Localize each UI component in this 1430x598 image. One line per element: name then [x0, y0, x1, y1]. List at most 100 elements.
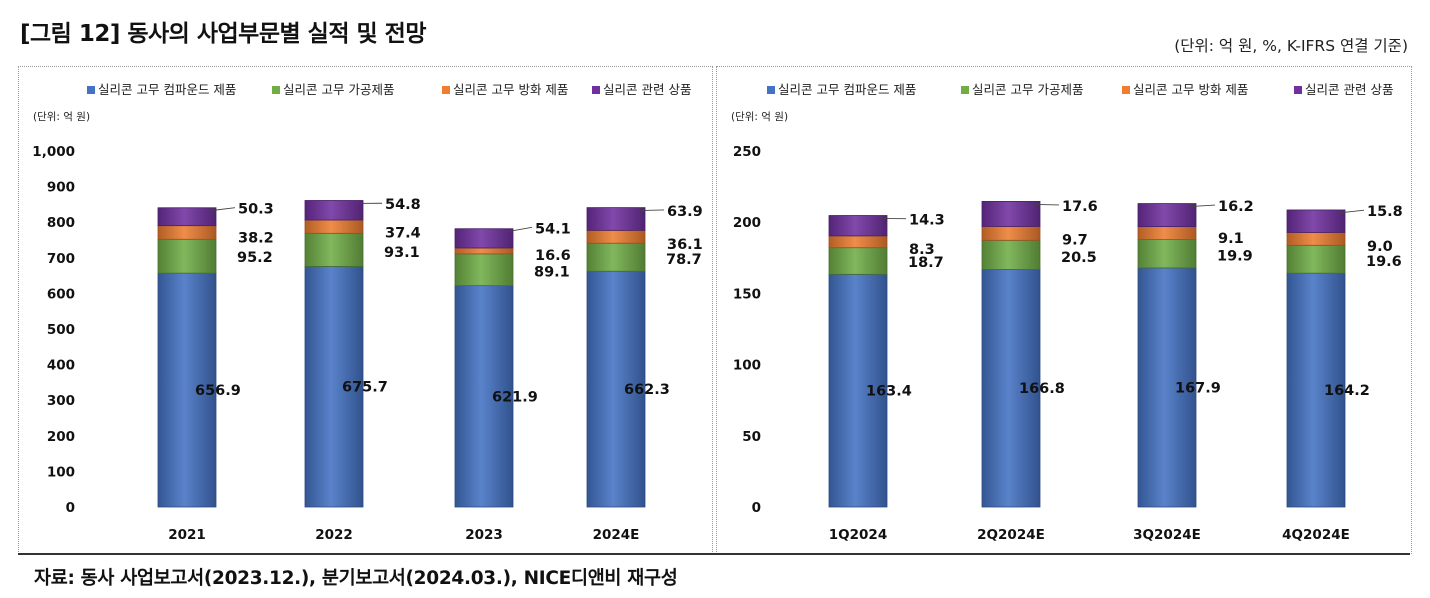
legend-swatch [272, 86, 280, 94]
legend-label: 실리콘 고무 방화 제품 [1133, 82, 1248, 97]
data-label: 164.2 [1324, 383, 1370, 399]
annual-stacked-bar-chart: 실리콘 고무 컴파운드 제품 실리콘 고무 가공제품 실리콘 고무 방화 제품 실리콘… [32, 82, 703, 543]
legend-swatch [592, 86, 600, 94]
data-label: 166.8 [1019, 381, 1065, 397]
bar-segment [454, 285, 514, 508]
y-tick-label: 0 [66, 500, 75, 516]
bar-segment [828, 273, 888, 508]
x-category-label: 2024E [593, 527, 640, 543]
label-leader-line [1338, 209, 1365, 214]
quarterly-stacked-bar-chart: 실리콘 고무 컴파운드 제품 실리콘 고무 가공제품 실리콘 고무 방화 제품 실리콘… [731, 82, 1403, 543]
bar-segment [981, 239, 1041, 270]
bar-segment [981, 269, 1041, 508]
figure-unit-note: (단위: 억 원, %, K-IFRS 연결 기준) [1174, 37, 1408, 55]
y-tick-label: 150 [733, 286, 761, 302]
bar-stack [981, 201, 1041, 508]
label-leader-line [638, 209, 665, 212]
data-label: 20.5 [1061, 250, 1097, 266]
data-label: 19.9 [1217, 249, 1253, 265]
bar-segment [454, 228, 514, 249]
bar-segment [1286, 232, 1346, 246]
legend-item: 실리콘 관련 상품 [592, 82, 691, 97]
bar-segment [1137, 267, 1197, 508]
bar-segment [828, 215, 888, 237]
label-leader-line [1033, 203, 1060, 206]
legend-item: 실리콘 고무 가공제품 [961, 82, 1083, 97]
data-label: 621.9 [492, 389, 538, 405]
label-leader-line [506, 226, 533, 233]
bar-segment [1137, 239, 1197, 269]
chart-panel-annual: 실리콘 고무 컴파운드 제품 실리콘 고무 가공제품 실리콘 고무 방화 제품 실리콘… [18, 66, 713, 554]
legend-item: 실리콘 관련 상품 [1294, 82, 1393, 97]
x-category-label: 2Q2024E [977, 527, 1045, 543]
data-label: 9.0 [1367, 239, 1393, 255]
bar-segment [157, 207, 217, 227]
bar-segment [1137, 203, 1197, 228]
bar-stack [1286, 209, 1346, 508]
x-category-label: 1Q2024 [829, 527, 887, 543]
data-label: 36.1 [667, 237, 703, 253]
legend-swatch [961, 86, 969, 94]
figure-title: [그림 12] 동사의 사업부문별 실적 및 전망 [20, 21, 426, 47]
bar-segment [304, 200, 364, 221]
legend-swatch [1294, 86, 1302, 94]
bar-segment [828, 247, 888, 275]
y-tick-label: 900 [47, 180, 75, 196]
bar-segment [586, 229, 646, 244]
legend-item: 실리콘 고무 방화 제품 [1122, 82, 1248, 97]
y-tick-label: 700 [47, 251, 75, 267]
data-label: 78.7 [666, 252, 702, 268]
data-label: 17.6 [1062, 199, 1098, 215]
bar-segment [454, 253, 514, 287]
x-category-label: 3Q2024E [1133, 527, 1201, 543]
data-label: 54.8 [385, 197, 421, 213]
bar-segment [157, 272, 217, 508]
x-category-label: 2023 [465, 527, 503, 543]
legend-label: 실리콘 고무 컴파운드 제품 [778, 82, 916, 97]
y-tick-label: 800 [47, 215, 75, 231]
bottom-divider [18, 553, 1410, 555]
data-label: 19.6 [1366, 254, 1402, 270]
legend-label: 실리콘 고무 방화 제품 [453, 82, 568, 97]
y-tick-label: 200 [733, 215, 761, 231]
x-category-label: 4Q2024E [1282, 527, 1350, 543]
bar-segment [981, 201, 1041, 227]
data-label: 15.8 [1367, 204, 1403, 220]
data-label: 662.3 [624, 382, 670, 398]
bar-segment [304, 232, 364, 267]
y-tick-label: 100 [733, 358, 761, 374]
legend-item: 실리콘 고무 컴파운드 제품 [87, 82, 236, 97]
data-label: 9.7 [1062, 232, 1088, 248]
legend-item: 실리콘 고무 가공제품 [272, 82, 394, 97]
y-tick-label: 1,000 [32, 144, 75, 160]
bar-segment [586, 207, 646, 231]
source-note: 자료: 동사 사업보고서(2023.12.), 분기보고서(2024.03.),… [34, 568, 678, 589]
bar-segment [157, 238, 217, 274]
data-label: 89.1 [534, 265, 570, 281]
data-label: 167.9 [1175, 380, 1221, 396]
data-label: 93.1 [384, 245, 420, 261]
legend-swatch [767, 86, 775, 94]
data-label: 9.1 [1218, 231, 1244, 247]
y-tick-label: 600 [47, 286, 75, 302]
bar-segment [304, 266, 364, 508]
bar-stack [157, 207, 217, 508]
legend-item: 실리콘 고무 방화 제품 [442, 82, 568, 97]
legend-item: 실리콘 고무 컴파운드 제품 [767, 82, 916, 97]
data-label: 675.7 [342, 380, 388, 396]
bar-stack [1137, 203, 1197, 508]
data-label: 16.6 [535, 248, 571, 264]
legend-label: 실리콘 고무 컴파운드 제품 [98, 82, 236, 97]
y-tick-label: 400 [47, 358, 75, 374]
bar-stack [828, 215, 888, 508]
legend-label: 실리콘 관련 상품 [603, 82, 691, 97]
bar-segment [981, 226, 1041, 241]
y-tick-label: 250 [733, 144, 761, 160]
data-label: 95.2 [237, 250, 273, 266]
data-label: 50.3 [238, 202, 274, 218]
bar-segment [454, 247, 514, 255]
bar-stack [304, 200, 364, 508]
data-label: 16.2 [1218, 199, 1254, 215]
x-category-label: 2021 [168, 527, 206, 543]
